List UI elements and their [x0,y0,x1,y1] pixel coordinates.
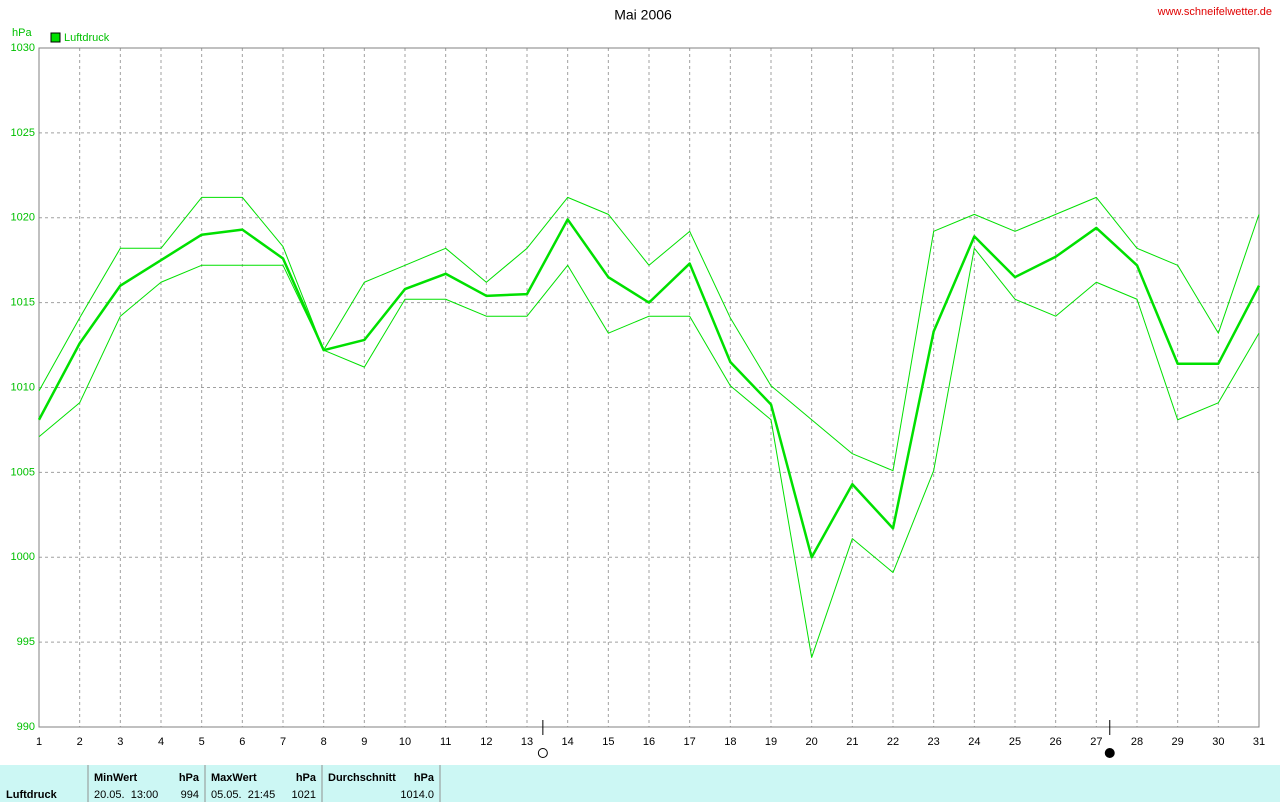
stats-header: MaxWert [211,772,257,784]
moon-icon [537,748,548,758]
x-tick-label: 29 [1172,736,1184,748]
x-tick-label: 1 [36,736,42,748]
y-axis-label: hPa [12,27,32,39]
x-tick-label: 7 [280,736,286,748]
x-tick-label: 22 [887,736,899,748]
data-line [38,247,1260,658]
y-tick-label: 990 [17,721,35,733]
y-tick-label: 1000 [11,551,35,563]
y-tick-label: 1010 [11,381,35,393]
legend-swatch [50,32,61,43]
data-line [37,218,1261,559]
x-tick-label: 11 [440,736,451,748]
plot-border [38,47,1260,728]
stats-unit: hPa [179,772,200,784]
y-tick-label: 1015 [11,297,35,309]
x-tick-label: 9 [361,736,367,748]
y-tick-label: 1020 [11,212,35,224]
x-tick-label: 26 [1050,736,1062,748]
y-tick-label: 995 [17,636,35,648]
x-tick-label: 3 [117,736,123,748]
x-tick-label: 5 [199,736,205,748]
stats-value: 994 [181,789,199,801]
stats-value: 1014.0 [400,789,434,801]
stats-header: Durchschnitt [328,772,396,784]
x-tick-label: 17 [684,736,696,748]
stats-unit: hPa [414,772,435,784]
x-tick-label: 25 [1009,736,1021,748]
stats-unit: hPa [296,772,317,784]
legend-label: Luftdruck [64,32,110,44]
x-tick-label: 18 [724,736,736,748]
x-tick-label: 15 [602,736,614,748]
x-tick-label: 19 [765,736,777,748]
x-tick-label: 23 [928,736,940,748]
x-tick-label: 12 [480,736,492,748]
x-tick-label: 31 [1253,736,1265,748]
x-tick-label: 13 [521,736,533,748]
x-tick-label: 16 [643,736,655,748]
data-line [38,196,1260,472]
x-tick-label: 14 [562,736,574,748]
x-tick-label: 4 [158,736,164,748]
source: www.schneifelwetter.de [1157,6,1272,18]
stats-header: MinWert [94,772,138,784]
x-tick-label: 2 [77,736,83,748]
x-tick-label: 20 [806,736,818,748]
stats-band [0,765,1280,802]
y-tick-label: 1005 [11,466,35,478]
x-tick-label: 28 [1131,736,1143,748]
x-tick-label: 10 [399,736,411,748]
x-tick-label: 8 [321,736,327,748]
stats-date: 05.05. 21:45 [211,789,275,801]
x-tick-label: 6 [239,736,245,748]
x-tick-label: 30 [1212,736,1224,748]
stats-value: 1021 [292,789,316,801]
y-tick-label: 1030 [11,42,35,54]
y-tick-label: 1025 [11,127,35,139]
stats-row-label: Luftdruck [6,789,58,801]
chart-title: Mai 2006 [614,7,672,23]
x-tick-label: 21 [846,736,858,748]
x-tick-label: 24 [968,736,980,748]
x-tick-label: 27 [1090,736,1102,748]
stats-date: 20.05. 13:00 [94,789,158,801]
moon-icon [1104,748,1115,758]
